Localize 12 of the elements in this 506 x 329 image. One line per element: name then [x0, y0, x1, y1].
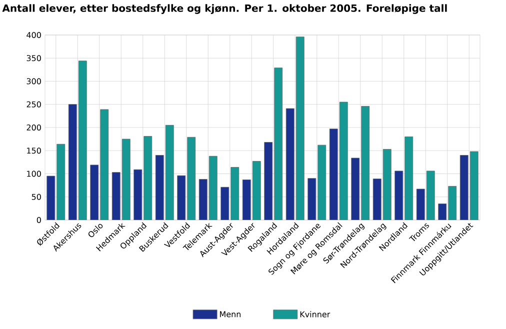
y-tick-label: 0	[36, 216, 41, 224]
y-tick-label: 350	[26, 55, 41, 62]
y-tick-label: 400	[26, 32, 41, 38]
y-tick-label: 250	[26, 101, 41, 108]
y-tick-label: 150	[27, 148, 41, 154]
legend-label: Menn	[220, 311, 241, 318]
y-tick-label: 50	[32, 194, 41, 200]
y-tick-label: 200	[26, 124, 41, 131]
chart-title: Antall elever, etter bostedsfylke og kjønn. Per 1. oktober 2005. Foreløpige tall	[2, 4, 447, 14]
y-tick-label: 100	[27, 170, 41, 177]
legend-label: Kvinner	[300, 311, 330, 318]
y-tick-label: 300	[26, 78, 41, 84]
